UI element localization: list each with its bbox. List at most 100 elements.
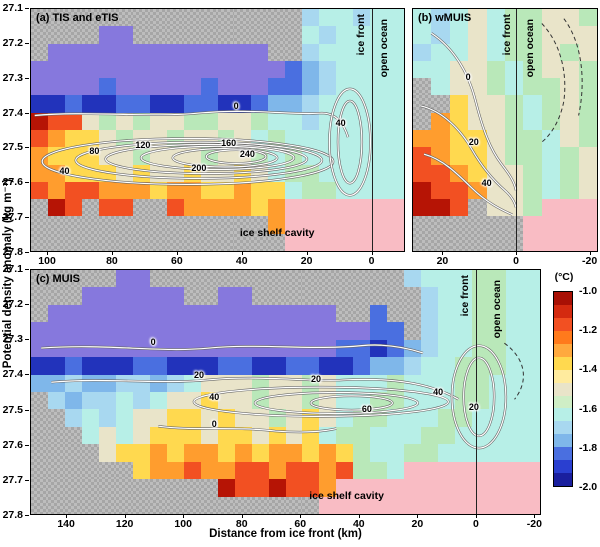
heatmap-cell [268,9,286,27]
y-tick-label: 27.6 [2,176,23,189]
heatmap-cell [353,26,371,44]
heatmap-cell [234,304,252,323]
heatmap-cell [404,496,422,514]
heatmap-cell [578,233,597,251]
heatmap-cell [319,43,337,61]
heatmap-cell [234,78,252,96]
heatmap-cell [64,392,82,410]
heatmap-cell [413,9,432,27]
heatmap-cell [166,287,184,305]
heatmap-cell [421,461,439,480]
heatmap-cell [217,374,235,392]
heatmap-cell [98,199,116,217]
heatmap-cell [183,216,201,234]
heatmap-cell [234,444,252,462]
heatmap-cell [336,60,354,79]
heatmap-cell [285,409,303,427]
heatmap-cell [413,95,432,113]
heatmap-cell [319,9,337,27]
heatmap-cell [183,130,201,148]
heatmap-cell [336,461,354,480]
heatmap-cell [431,164,450,182]
heatmap-cell [353,147,371,165]
heatmap-cell [200,199,218,217]
x-tick-label: 0 [513,255,519,267]
heatmap-cell [404,270,422,288]
heatmap-cell [504,164,524,182]
heatmap-cell [115,26,133,44]
heatmap-cell [506,287,524,305]
heatmap-cell [370,496,388,514]
heatmap-cell [302,270,320,288]
heatmap-cell [413,112,432,130]
y-tick-mark [25,515,29,516]
heatmap-cell [200,479,218,497]
colorbar-tick-label: -1.2 [579,324,598,337]
panel-a-tis-etis: (a) TIS and eTIS ice front open ocean ice s… [30,8,405,267]
heatmap-cell [31,444,48,462]
heatmap-cell [132,26,150,44]
colorbar-stop [554,473,572,487]
heatmap-cell [472,322,490,340]
heatmap-cell [541,43,561,61]
heatmap-cell [578,26,597,44]
heatmap-cell [166,426,184,445]
heatmap-cell [47,322,65,340]
heatmap-cell [268,216,286,234]
heatmap-cell [183,112,201,130]
heatmap-cell [455,287,473,305]
heatmap-cell [64,496,82,514]
heatmap-cell [217,322,235,340]
y-tick-mark [25,147,29,149]
heatmap-cell [166,270,184,288]
heatmap-cell [421,426,439,445]
heatmap-cell [319,130,337,148]
heatmap-cell [31,357,48,375]
heatmap-cell [370,444,388,462]
contour-label: 40 [59,166,70,177]
panel-c-muis: (c) MUIS ice front open ocean ice shelf cav… [30,269,542,530]
heatmap-cell [115,374,133,392]
heatmap-cell [431,199,450,217]
heatmap-cell [149,199,167,217]
heatmap-cell [370,426,388,445]
heatmap-cell [523,339,540,358]
panel-title: (a) TIS and eTIS [36,12,119,24]
heatmap-cell [47,43,65,61]
heatmap-cell [319,95,337,113]
heatmap-cell [302,461,320,480]
heatmap-cell [319,181,337,200]
heatmap-cell [468,147,487,165]
heatmap-cell [217,9,235,27]
heatmap-cell [319,164,337,182]
x-tick-label: 60 [294,518,307,530]
heatmap-cell [353,339,371,358]
heatmap-cell [387,322,405,340]
heatmap-cell [353,444,371,462]
heatmap-cell [387,9,404,27]
heatmap-cell [560,112,579,130]
heatmap-cell [115,147,133,165]
colorbar-stop [554,434,572,448]
heatmap-cell [370,60,388,79]
heatmap-cell [455,461,473,480]
heatmap-cell [285,496,303,514]
heatmap-cell [506,461,524,480]
heatmap-cell [200,357,218,375]
heatmap-cell [455,479,473,497]
heatmap-cell [319,112,337,130]
heatmap-cell [523,78,542,96]
heatmap-cell [431,216,450,234]
y-tick-label: 27.1 [2,263,23,275]
heatmap-cell [455,270,473,288]
heatmap-cell [217,479,235,497]
heatmap-cell [353,496,371,514]
y-tick-mark [25,182,29,184]
heatmap-cell [455,357,473,375]
heatmap-cell [200,216,218,234]
heatmap-cell [183,322,201,340]
heatmap-cell [285,270,303,288]
x-tick-label: 20 [436,255,449,267]
heatmap-cell [523,496,540,514]
heatmap-cell [183,287,201,305]
